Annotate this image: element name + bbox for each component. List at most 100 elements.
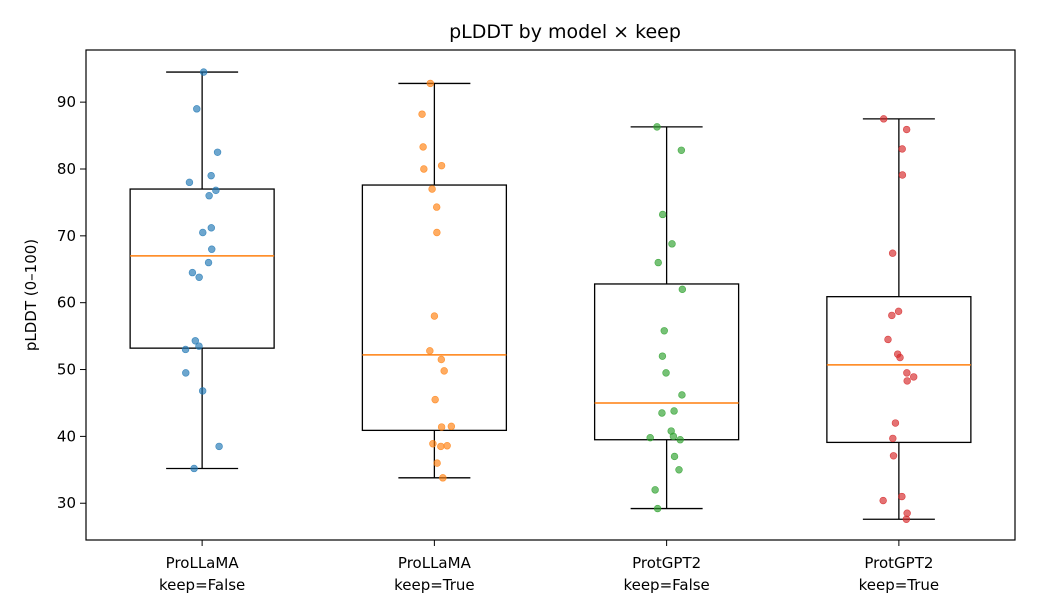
data-point (888, 311, 896, 320)
y-axis-title: pLDDT (0–100) (22, 239, 40, 351)
data-point (654, 258, 662, 267)
data-point (668, 240, 676, 248)
data-point (426, 347, 434, 355)
data-point (670, 407, 678, 415)
data-point (646, 434, 654, 442)
chart-title: pLDDT by model × keep (449, 21, 681, 43)
data-point (432, 203, 441, 211)
data-point (198, 387, 207, 395)
x-tick-label-model: ProLLaMA (398, 554, 472, 572)
data-point (439, 474, 447, 482)
data-point (430, 312, 439, 320)
box-iqr (129, 188, 275, 349)
x-tick-label-model: ProtGPT2 (632, 554, 701, 572)
data-point (182, 369, 190, 377)
data-point (433, 228, 441, 237)
y-tick-label: 50 (57, 361, 76, 379)
plot-area-frame (85, 49, 1016, 541)
data-point (678, 391, 686, 399)
data-point (902, 125, 911, 134)
data-point (207, 171, 215, 180)
data-point (669, 432, 678, 441)
data-point (909, 373, 918, 381)
data-point (428, 185, 436, 193)
data-point (889, 434, 897, 443)
data-point (205, 192, 213, 200)
data-point (443, 442, 451, 450)
data-point (894, 307, 903, 316)
data-point (879, 115, 888, 123)
data-point (902, 515, 911, 523)
data-point (653, 504, 662, 513)
data-point (437, 442, 445, 451)
data-point (190, 464, 198, 473)
data-point (676, 436, 684, 444)
y-tick-label: 60 (57, 294, 76, 312)
data-point (889, 452, 898, 460)
data-point (670, 452, 679, 461)
data-point (204, 258, 213, 267)
data-point (433, 459, 441, 467)
data-point (215, 442, 223, 451)
data-point (213, 148, 222, 156)
data-point (879, 496, 887, 505)
data-point (658, 210, 667, 219)
data-point (208, 245, 216, 253)
data-point (429, 440, 437, 448)
data-point (658, 409, 666, 417)
box-iqr (593, 283, 740, 441)
data-point (651, 486, 659, 494)
data-point (195, 273, 203, 281)
box-iqr (826, 296, 972, 444)
data-point (181, 345, 190, 354)
data-point (212, 186, 220, 195)
data-point (437, 161, 446, 170)
y-tick-label: 70 (57, 227, 76, 245)
data-point (426, 79, 435, 88)
data-point (903, 377, 911, 385)
x-tick-label-model: ProtGPT2 (864, 554, 933, 572)
data-point (191, 337, 200, 345)
plot-marks: 30 40 50 60 70 80 90 ProLLaMA keep=False ProLLaMA… (57, 68, 972, 594)
data-point (898, 492, 906, 501)
data-point (195, 342, 203, 350)
data-point (440, 367, 448, 375)
x-tick-label-keep: keep=True (859, 576, 940, 594)
data-point (418, 110, 426, 118)
data-point (199, 68, 208, 76)
data-point (903, 509, 911, 517)
x-tick-label-model: ProLLaMA (166, 554, 240, 572)
data-point (678, 285, 687, 294)
data-point (199, 228, 207, 237)
y-tick-label: 90 (57, 93, 76, 111)
data-point (653, 123, 661, 131)
data-point (437, 423, 446, 431)
data-point (193, 105, 201, 113)
data-point (419, 143, 427, 151)
data-point (903, 369, 911, 377)
data-point (188, 268, 197, 277)
data-point (891, 419, 900, 427)
data-point (888, 249, 897, 257)
y-tick-label: 30 (57, 494, 76, 512)
x-tick-label-keep: keep=False (623, 576, 709, 594)
data-point (896, 353, 904, 362)
data-point (447, 422, 456, 431)
data-point (431, 395, 439, 404)
x-tick-label-keep: keep=False (159, 576, 245, 594)
data-point (898, 145, 906, 153)
x-tick-label-keep: keep=True (394, 576, 475, 594)
data-point (437, 355, 446, 364)
data-point (185, 178, 194, 187)
y-tick-label: 40 (57, 427, 76, 445)
data-point (658, 352, 667, 360)
box-iqr (361, 184, 508, 432)
data-point (420, 165, 428, 173)
y-tick-label: 80 (57, 160, 76, 178)
data-point (898, 171, 907, 179)
data-point (884, 335, 892, 344)
data-point (660, 327, 668, 335)
data-point (662, 369, 670, 377)
